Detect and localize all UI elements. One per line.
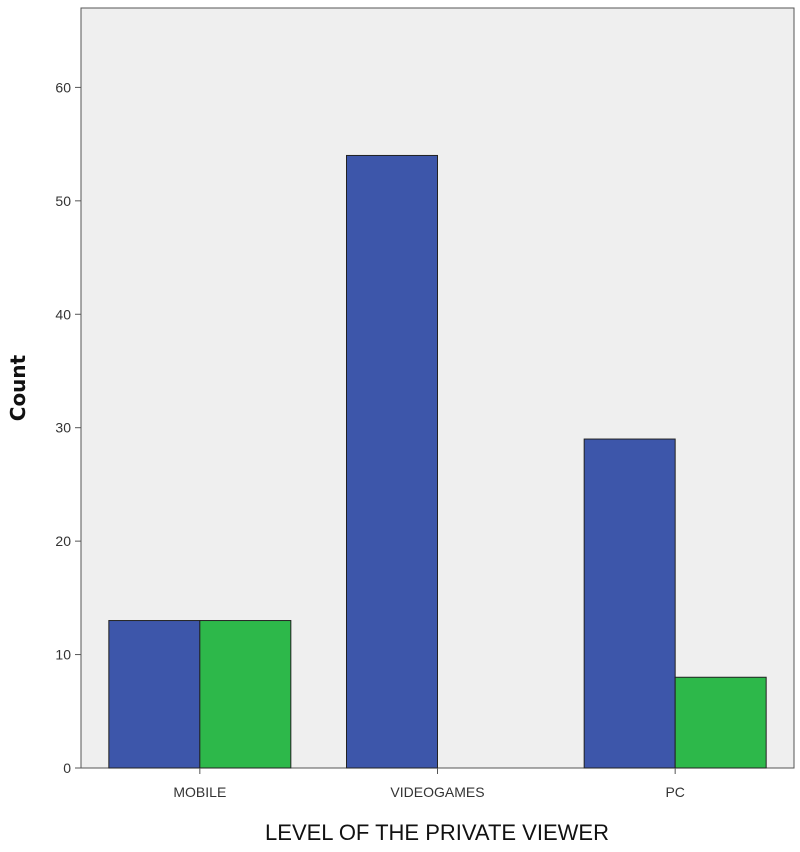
x-tick-label-mobile: MOBILE bbox=[173, 784, 226, 800]
bar-pc-series-2 bbox=[674, 676, 767, 769]
x-axis-title: LEVEL OF THE PRIVATE VIEWER bbox=[265, 820, 609, 845]
bars-group bbox=[108, 154, 767, 769]
y-tick-label: 10 bbox=[55, 647, 71, 663]
y-tick-label: 50 bbox=[55, 193, 71, 209]
y-axis-title: Count bbox=[6, 354, 30, 421]
x-tick-label-pc: PC bbox=[665, 784, 684, 800]
y-tick-label: 40 bbox=[55, 306, 71, 322]
x-axis: MOBILE VIDEOGAMES PC bbox=[173, 768, 685, 800]
bar-mobile-series-1 bbox=[108, 620, 201, 769]
y-tick-label: 60 bbox=[55, 79, 71, 95]
x-tick-label-videogames: VIDEOGAMES bbox=[390, 784, 484, 800]
y-tick-label: 0 bbox=[63, 760, 71, 776]
y-axis: 0 10 20 30 40 50 60 bbox=[55, 79, 81, 776]
bar-videogames-series-1 bbox=[346, 154, 438, 769]
y-tick-label: 20 bbox=[55, 533, 71, 549]
bar-pc-series-1 bbox=[583, 438, 676, 769]
y-tick-label: 30 bbox=[55, 420, 71, 436]
bar-mobile-series-2 bbox=[199, 620, 292, 769]
